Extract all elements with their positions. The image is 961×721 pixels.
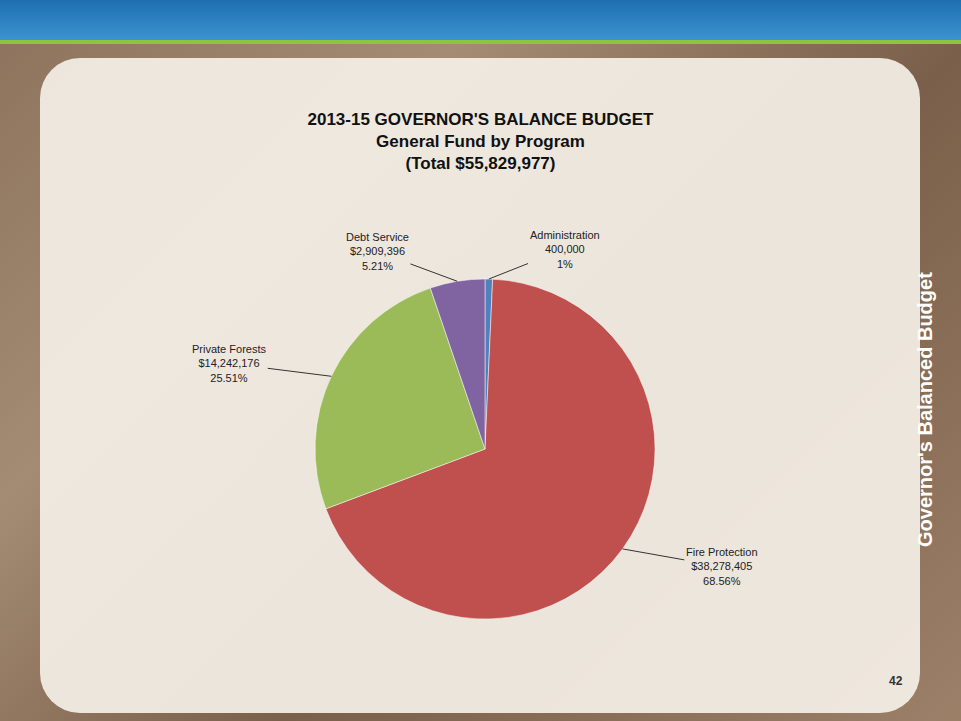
svg-text:Private Forests$14,242,17625.5: Private Forests$14,242,17625.51%	[192, 343, 266, 384]
svg-text:Fire Protection$38,278,40568.5: Fire Protection$38,278,40568.56%	[686, 546, 758, 587]
svg-text:42: 42	[889, 674, 903, 688]
svg-text:Administration400,0001%: Administration400,0001%	[530, 229, 600, 270]
svg-text:2013-15 GOVERNOR'S BALANCE BUD: 2013-15 GOVERNOR'S BALANCE BUDGETGeneral…	[307, 110, 654, 173]
svg-text:Governor's Balanced Budget: Governor's Balanced Budget	[914, 272, 936, 547]
svg-text:Debt Service$2,909,3965.21%: Debt Service$2,909,3965.21%	[346, 231, 409, 272]
